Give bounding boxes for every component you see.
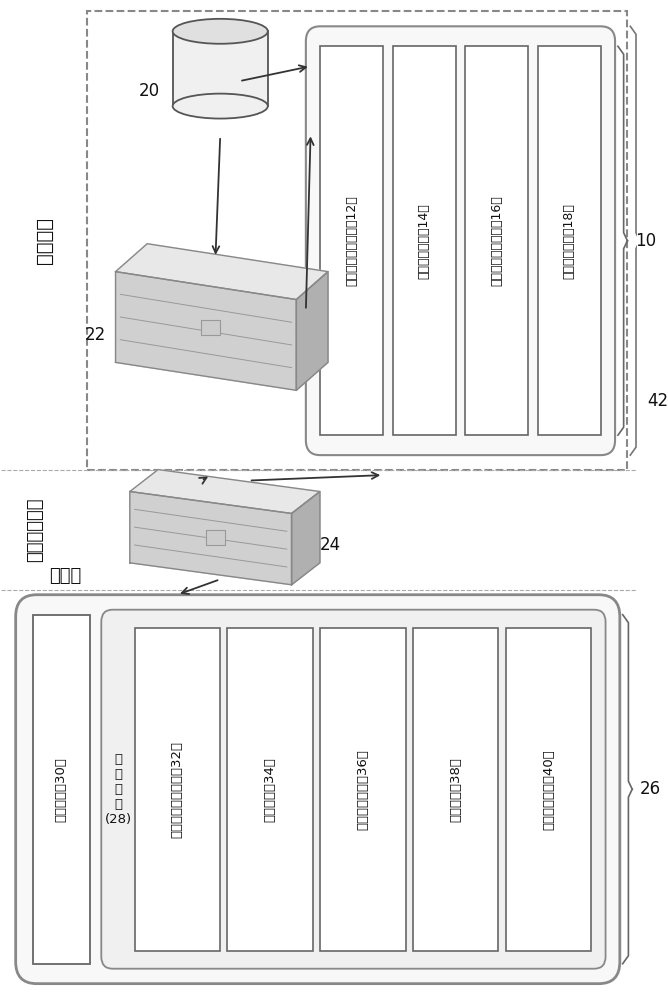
Polygon shape bbox=[130, 470, 320, 513]
Text: 应
用
程
序
(28): 应 用 程 序 (28) bbox=[105, 753, 132, 826]
Text: 第二网络通信模块（32）: 第二网络通信模块（32） bbox=[171, 741, 184, 838]
Bar bbox=[320, 46, 383, 435]
Bar bbox=[172, 31, 268, 106]
Text: 10: 10 bbox=[635, 232, 656, 250]
FancyBboxPatch shape bbox=[102, 610, 606, 969]
Bar bbox=[33, 615, 90, 964]
Bar bbox=[538, 46, 601, 435]
Text: 22: 22 bbox=[85, 326, 106, 344]
Ellipse shape bbox=[172, 94, 268, 119]
Bar bbox=[321, 628, 405, 951]
Text: 第一网络通信模块（12）: 第一网络通信模块（12） bbox=[345, 195, 358, 286]
FancyBboxPatch shape bbox=[306, 26, 615, 455]
Text: 功能锁定模块（36）: 功能锁定模块（36） bbox=[357, 749, 369, 830]
Bar bbox=[506, 628, 591, 951]
Bar bbox=[206, 530, 225, 545]
Text: 42: 42 bbox=[647, 392, 668, 410]
Bar bbox=[201, 320, 220, 335]
Bar bbox=[134, 628, 220, 951]
Text: 客户端: 客户端 bbox=[49, 567, 81, 585]
Text: 20: 20 bbox=[138, 82, 160, 100]
Bar bbox=[87, 11, 627, 470]
Text: 打卡请求产生模块（16）: 打卡请求产生模块（16） bbox=[490, 195, 503, 286]
Text: 24: 24 bbox=[320, 536, 341, 554]
Text: 定位模块（30）: 定位模块（30） bbox=[55, 757, 68, 822]
Text: 外部推播系统: 外部推播系统 bbox=[25, 498, 43, 562]
Polygon shape bbox=[130, 492, 292, 585]
Text: 打卡模块（38）: 打卡模块（38） bbox=[450, 757, 462, 822]
Polygon shape bbox=[116, 244, 328, 300]
Text: 打卡提醒模块（40）: 打卡提醒模块（40） bbox=[542, 749, 555, 830]
Bar bbox=[228, 628, 313, 951]
Ellipse shape bbox=[172, 19, 268, 44]
Polygon shape bbox=[292, 492, 320, 585]
Text: 26: 26 bbox=[640, 780, 661, 798]
FancyBboxPatch shape bbox=[15, 595, 620, 984]
Polygon shape bbox=[116, 272, 297, 390]
Text: 登入模块（34）: 登入模块（34） bbox=[264, 757, 277, 822]
Text: 服务器端: 服务器端 bbox=[35, 217, 53, 264]
Text: 出勤考核模块（18）: 出勤考核模块（18） bbox=[562, 203, 576, 279]
Bar bbox=[465, 46, 528, 435]
Bar bbox=[393, 46, 456, 435]
Text: 登入验证模块（14）: 登入验证模块（14） bbox=[418, 203, 431, 279]
Polygon shape bbox=[297, 272, 328, 390]
Bar bbox=[413, 628, 498, 951]
